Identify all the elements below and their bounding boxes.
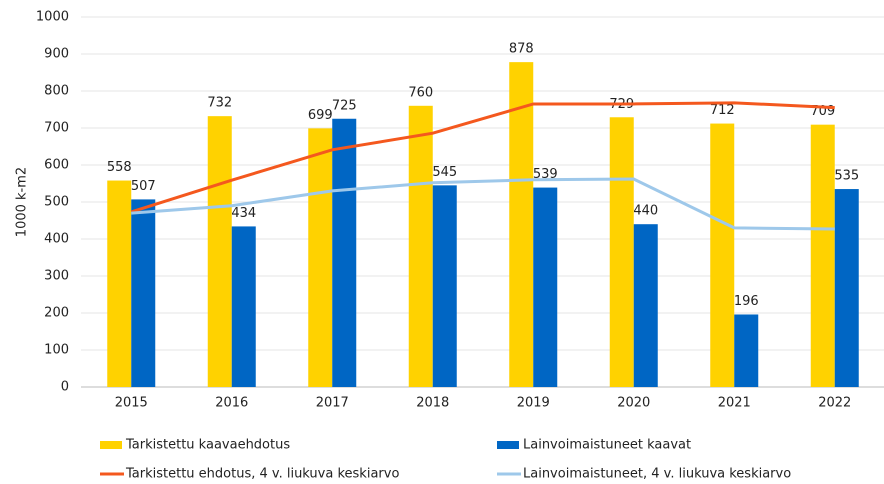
bar [408,105,433,388]
data-label: 558 [107,160,132,175]
y-tick-label: 500 [44,195,69,210]
y-tick-label: 800 [44,84,69,99]
y-tick-label: 900 [44,47,69,62]
y-tick-label: 1000 [36,10,69,25]
bar [810,124,835,388]
legend-label: Tarkistettu kaavaehdotus [125,438,290,453]
bar [107,180,132,387]
bar [834,189,859,387]
y-tick-label: 100 [44,343,69,358]
bar [231,226,256,387]
data-label: 434 [231,206,256,221]
x-tick-label: 2015 [115,396,148,411]
x-tick-label: 2018 [416,396,449,411]
bar [509,62,534,387]
bar [332,118,357,387]
line [130,101,835,214]
data-label: 196 [734,294,759,309]
x-tick-label: 2022 [818,396,851,411]
x-tick-label: 2016 [215,396,248,411]
legend-label: Lainvoimaistuneet, 4 v. liukuva keskiarv… [523,467,791,482]
x-tick-label: 2019 [517,396,550,411]
bar [131,199,156,387]
bar [308,128,333,387]
data-label: 699 [308,108,333,123]
bar [734,314,759,387]
bar [533,187,558,387]
bar [432,185,457,387]
y-tick-label: 200 [44,306,69,321]
legend-label: Lainvoimaistuneet kaavat [523,438,691,453]
legend-label: Tarkistettu ehdotus, 4 v. liukuva keskia… [125,467,399,482]
data-label: 507 [131,179,156,194]
y-tick-label: 300 [44,269,69,284]
data-label: 440 [633,204,658,219]
x-tick-label: 2020 [617,396,650,411]
y-axis-label: 1000 k-m2 [15,167,30,237]
y-tick-label: 600 [44,158,69,173]
y-tick-label: 400 [44,232,69,247]
bar [633,224,658,387]
bar [609,117,634,388]
bar [710,123,735,387]
y-tick-label: 0 [61,380,69,395]
data-label: 725 [332,98,357,113]
legend-swatch [100,441,122,449]
line [131,177,835,231]
legend-swatch [497,441,519,449]
data-label: 535 [834,169,859,184]
data-label: 732 [207,96,232,111]
x-tick-label: 2017 [316,396,349,411]
x-tick-label: 2021 [718,396,751,411]
y-tick-label: 700 [44,121,69,136]
data-label: 878 [509,42,534,57]
data-label: 760 [408,85,433,100]
bar [207,116,232,387]
data-label: 712 [710,103,735,118]
data-label: 545 [432,165,457,180]
